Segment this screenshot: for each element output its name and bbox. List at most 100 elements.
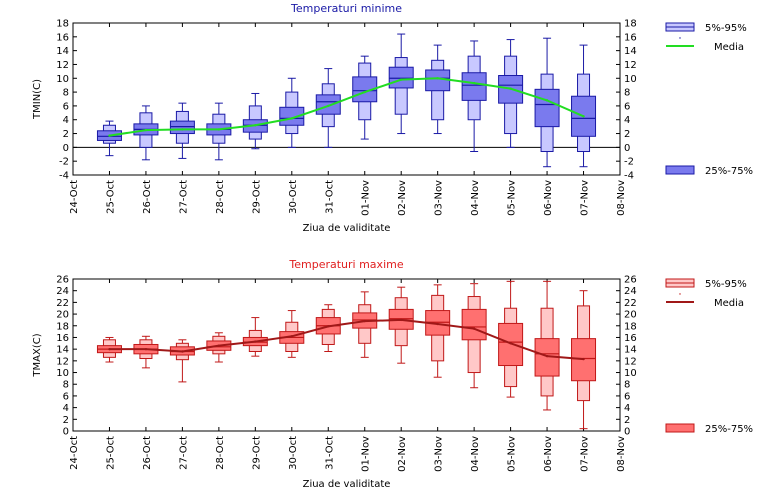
y-tick-label-left: 12: [56, 60, 69, 71]
box-01-Nov: [352, 291, 378, 358]
y-tick-label-left: 14: [56, 345, 69, 356]
y-tick-label-right: 18: [624, 321, 637, 332]
mean-point: [254, 340, 257, 343]
y-tick-label-left: 10: [56, 368, 69, 379]
box-25-Oct: [96, 120, 122, 157]
y-tick-label-right: 8: [624, 88, 630, 99]
legend-dot: [679, 293, 681, 295]
legend-label-mean: Media: [714, 298, 744, 309]
box-02-Nov: [388, 286, 414, 364]
y-tick-label-right: 10: [624, 74, 637, 85]
box-25-75: [534, 88, 560, 128]
y-tick-label-right: 12: [624, 356, 637, 367]
mean-point: [108, 347, 111, 351]
x-tick-label: 27-Oct: [178, 436, 189, 470]
x-tick-label: 07-Nov: [580, 436, 591, 472]
x-tick-label: 06-Nov: [543, 436, 554, 472]
y-tick-label-left: 26: [56, 275, 69, 286]
legend-label-25-75: 25%-75%: [705, 424, 753, 435]
y-tick-label-right: 24: [624, 286, 637, 297]
mean-point: [400, 318, 403, 322]
box-07-Nov: [571, 290, 597, 430]
y-tick-label-right: 8: [624, 380, 630, 391]
box-25-75: [461, 308, 487, 341]
box-07-Nov: [571, 44, 597, 168]
x-tick-label: 02-Nov: [397, 436, 408, 472]
y-tick-label-left: 16: [56, 32, 69, 43]
y-tick-label-left: 2: [63, 415, 69, 426]
box-25-75: [498, 322, 524, 367]
y-tick-label-left: 12: [56, 356, 69, 367]
x-tick-label: 30-Oct: [288, 180, 299, 214]
box-29-Oct: [242, 92, 268, 150]
box-05-Nov: [498, 280, 524, 398]
y-tick-label-left: 10: [56, 74, 69, 85]
box-25-75: [169, 120, 195, 135]
box-25-75: [388, 66, 414, 89]
plot-frame: [72, 22, 621, 176]
y-tick-label-left: 14: [56, 46, 69, 57]
y-tick-label-right: 16: [624, 32, 637, 43]
mean-point: [363, 90, 366, 94]
y-tick-label-left: 16: [56, 333, 69, 344]
box-28-Oct: [206, 102, 232, 161]
y-tick-label-left: 22: [56, 298, 69, 309]
x-tick-label: 31-Oct: [324, 436, 335, 470]
y-tick-label-right: 0: [624, 143, 630, 154]
mean-point: [181, 350, 184, 353]
box-04-Nov: [461, 40, 487, 153]
mean-point: [400, 78, 403, 81]
x-tick-label: 25-Oct: [105, 180, 116, 214]
x-tick-label: 28-Oct: [215, 180, 226, 214]
x-tick-label: 27-Oct: [178, 180, 189, 214]
plot-frame: [72, 278, 621, 432]
x-tick-label: 29-Oct: [251, 180, 262, 214]
mean-point: [144, 128, 148, 132]
x-tick-label: 06-Nov: [543, 180, 554, 216]
y-tick-label-right: 14: [624, 345, 637, 356]
y-tick-label-left: -4: [59, 171, 69, 182]
y-tick-label-right: 6: [624, 101, 630, 112]
y-tick-label-left: 18: [56, 321, 69, 332]
y-tick-label-right: 2: [624, 415, 630, 426]
x-tick-label: 03-Nov: [434, 436, 445, 472]
chart-title: Temperaturi minime: [290, 2, 402, 15]
legend-label-5-95: 5%-95%: [705, 23, 747, 34]
y-tick-label-left: 4: [63, 115, 69, 126]
x-axis-label: Ziua de validitate: [303, 479, 391, 490]
mean-point: [545, 99, 549, 102]
box-03-Nov: [425, 44, 451, 135]
box-25-75: [461, 72, 487, 101]
legend: 5%-95% Media 25%-75%: [665, 22, 753, 177]
y-tick-label-right: 14: [624, 46, 637, 57]
box-01-Nov: [352, 55, 378, 140]
mean-point: [545, 354, 549, 358]
mean-point: [472, 327, 476, 330]
y-tick-label-right: 18: [624, 19, 637, 30]
box-26-Oct: [133, 335, 159, 369]
x-tick-label: 30-Oct: [288, 436, 299, 470]
box-06-Nov: [534, 280, 560, 411]
x-tick-label: 08-Nov: [616, 180, 627, 216]
y-tick-label-left: 6: [63, 101, 69, 112]
y-axis-label: TMIN(C): [32, 79, 43, 120]
box-27-Oct: [169, 102, 195, 159]
y-tick-label-right: 20: [624, 310, 637, 321]
y-tick-label-left: 8: [63, 88, 69, 99]
y-tick-label-right: 16: [624, 333, 637, 344]
mean-line: [109, 77, 584, 137]
y-tick-label-left: 2: [63, 129, 69, 140]
box-04-Nov: [461, 283, 487, 389]
mean-point: [582, 115, 585, 118]
legend-swatch-25-75: [665, 165, 695, 175]
mean-point: [108, 134, 111, 137]
y-tick-label-right: 10: [624, 368, 637, 379]
mean-point: [327, 104, 330, 108]
y-tick-label-right: 12: [624, 60, 637, 71]
mean-point: [472, 81, 476, 85]
mean-point: [363, 319, 366, 323]
x-tick-label: 24-Oct: [69, 180, 80, 214]
x-tick-label: 04-Nov: [470, 180, 481, 216]
mean-point: [509, 342, 512, 345]
